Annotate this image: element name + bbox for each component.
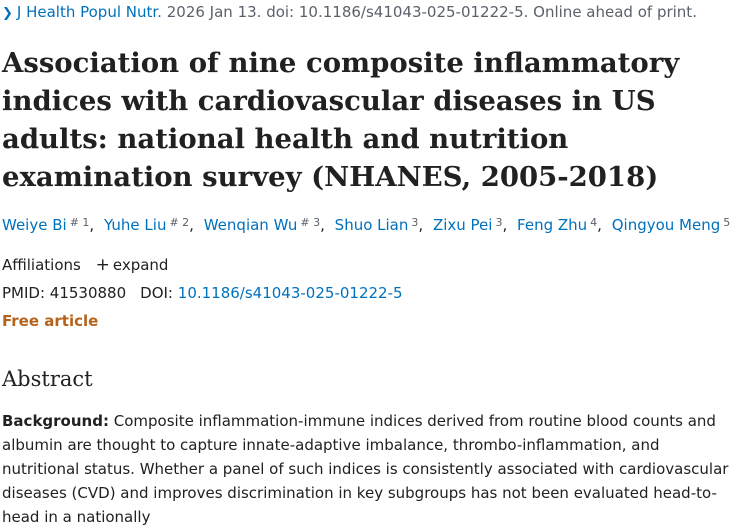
pmid-value: 41530880	[49, 284, 127, 302]
doi-label: DOI:	[140, 284, 173, 302]
author-affiliation-ref[interactable]: # 1	[69, 216, 90, 229]
author-affiliation-ref[interactable]: 4	[590, 216, 598, 229]
author-separator: ,	[502, 216, 508, 234]
author-link[interactable]: Yuhe Liu	[103, 216, 167, 234]
author-affiliation-ref[interactable]: 3	[495, 216, 503, 229]
author-link[interactable]: Feng Zhu	[517, 216, 588, 234]
chevron-right-icon[interactable]: ❯	[2, 6, 13, 21]
author-link[interactable]: Zixu Pei	[432, 216, 493, 234]
author-separator: ,	[320, 216, 325, 234]
author-affiliation-ref[interactable]: 5	[723, 216, 731, 229]
article-title: Association of nine composite inflammato…	[2, 47, 680, 193]
author-affiliation-ref[interactable]: 3	[411, 216, 419, 229]
background-text: Composite inflammation-immune indices de…	[2, 412, 729, 526]
journal-link[interactable]: J Health Popul Nutr.	[16, 3, 162, 21]
author-list: Weiye Bi # 1, Yuhe Liu # 2, Wenqian Wu # 3,…	[2, 216, 730, 234]
free-article-badge: Free article	[2, 312, 99, 330]
background-label: Background:	[2, 412, 109, 430]
doi-link[interactable]: 10.1186/s41043-025-01222-5	[177, 284, 403, 302]
author-affiliation-ref[interactable]: # 3	[300, 216, 321, 229]
citation-line: ❯ J Health Popul Nutr. 2026 Jan 13. doi: …	[2, 3, 697, 21]
expand-label: expand	[112, 256, 169, 274]
author-link[interactable]: Shuo Lian	[334, 216, 409, 234]
identifiers-row: PMID: 41530880 DOI: 10.1186/s41043-025-01…	[2, 284, 403, 302]
citation-details: 2026 Jan 13. doi: 10.1186/s41043-025-012…	[166, 3, 697, 21]
abstract-background: Background: Composite inflammation-immun…	[2, 409, 737, 529]
author-separator: ,	[418, 216, 424, 234]
affiliations-label: Affiliations	[2, 256, 81, 274]
author-link[interactable]: Wenqian Wu	[203, 216, 298, 234]
author-separator: ,	[89, 216, 95, 234]
author-link[interactable]: Weiye Bi	[2, 216, 67, 234]
pmid-label: PMID:	[2, 284, 46, 302]
plus-icon: +	[95, 255, 110, 275]
author-separator: ,	[189, 216, 194, 234]
affiliations-row: Affiliations + expand	[2, 255, 168, 275]
author-separator: ,	[597, 216, 602, 234]
author-affiliation-ref[interactable]: # 2	[169, 216, 190, 229]
abstract-heading: Abstract	[2, 367, 93, 391]
author-link[interactable]: Qingyou Meng	[611, 216, 721, 234]
affiliations-expand-button[interactable]: + expand	[95, 255, 169, 275]
